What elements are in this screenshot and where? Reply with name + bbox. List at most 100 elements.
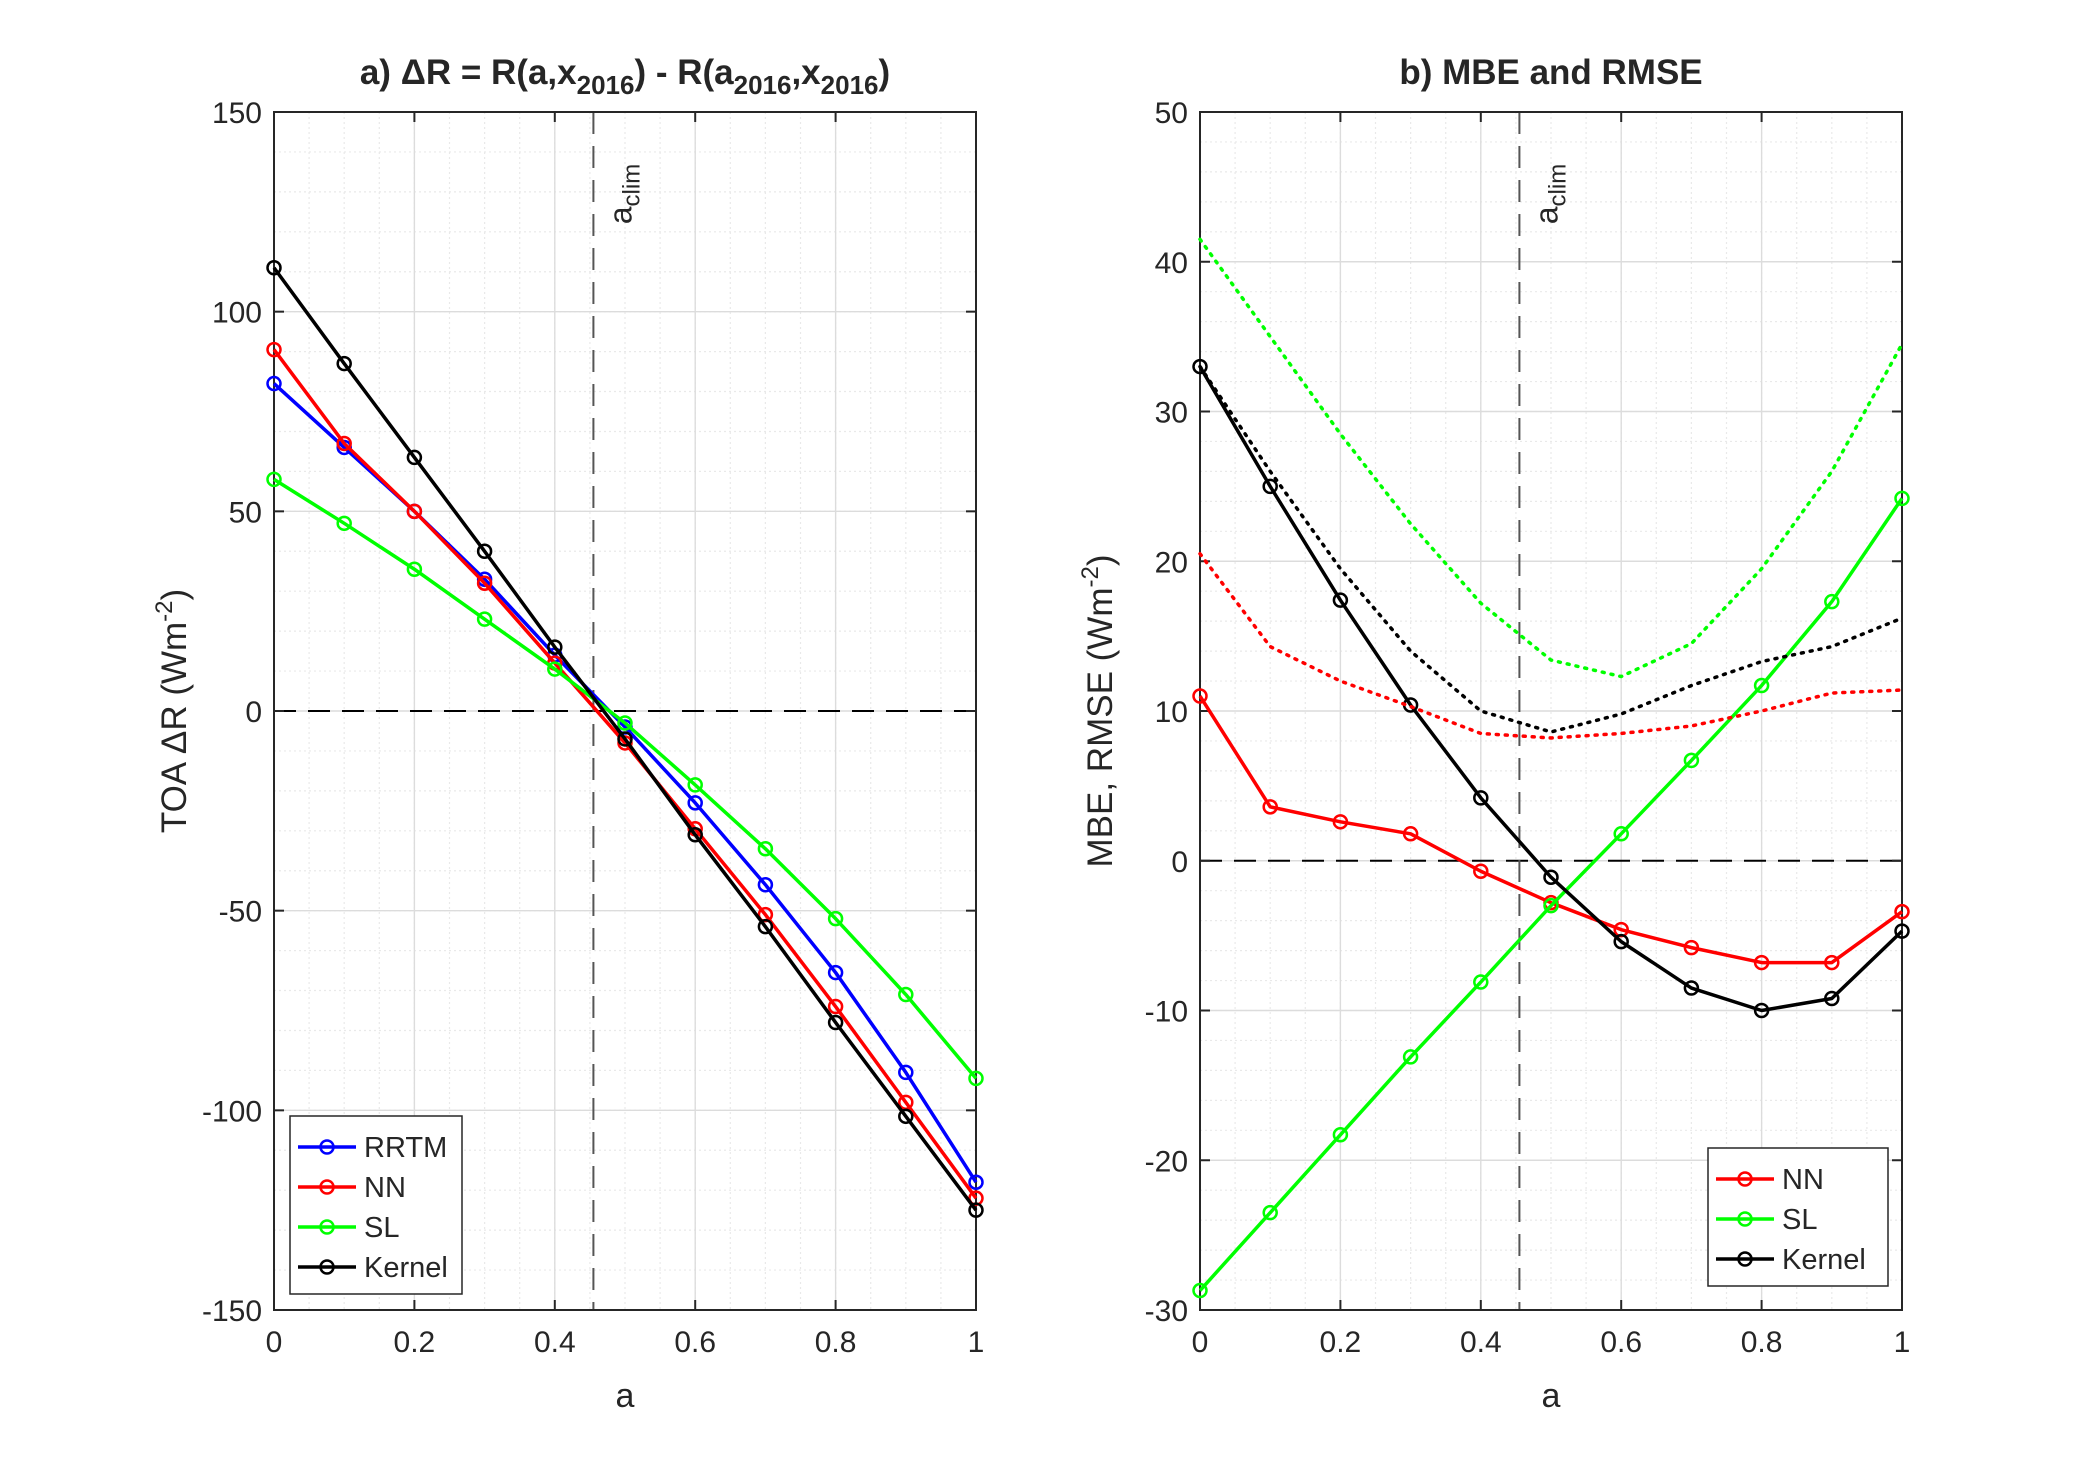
- chart0-point-kernel: [827, 1014, 844, 1031]
- chart1-ytick-label: 0: [1171, 846, 1188, 879]
- chart0-ylabel: TOA ΔR (Wm-2): [151, 589, 194, 833]
- chart0-title-part: ,x: [791, 53, 821, 92]
- chart1-point-sl: [1402, 1049, 1419, 1065]
- chart1-point-kernel: [1613, 933, 1629, 950]
- chart1-series-line-dotted-3: [1198, 552, 1904, 740]
- chart1-point-sl: [1753, 677, 1770, 694]
- chart1-legend-label-nn: NN: [1782, 1164, 1824, 1196]
- chart1-title: b) MBE and RMSE: [1399, 53, 1702, 92]
- chart0-aclim-label: aclim: [602, 164, 645, 224]
- chart0-ylabel-sup: -2: [151, 600, 178, 621]
- chart0-title-part: a): [360, 53, 401, 92]
- chart1-point-nn: [1894, 903, 1910, 920]
- chart1-grid: [1199, 111, 1903, 1311]
- chart1-point-sl: [1683, 752, 1700, 769]
- chart1-point-nn: [1402, 826, 1419, 842]
- chart0-point-kernel: [406, 449, 423, 466]
- chart1-legend-marker-nn: [1737, 1171, 1753, 1187]
- chart0-point-sl: [406, 561, 423, 577]
- chart1-ylabel-main: MBE, RMSE (Wm: [1081, 588, 1120, 868]
- chart0-xtick-label: 0.6: [674, 1326, 716, 1359]
- chart1-point-kernel: [1262, 478, 1278, 495]
- chart1-xtick-label: 0.6: [1600, 1326, 1642, 1359]
- chart1-legend-marker-kernel: [1737, 1251, 1753, 1267]
- chart0-point-kernel: [266, 259, 282, 276]
- chart0-legend-marker-rrtm: [319, 1139, 335, 1155]
- chart1-point-nn: [1192, 688, 1208, 704]
- chart0-point-nn: [406, 503, 423, 520]
- chart0-series-line-sl: [273, 477, 978, 1080]
- chart1-series-line-dotted-4: [1198, 237, 1904, 679]
- chart1-point-sl: [1613, 826, 1629, 842]
- chart0-aclim-label-main: a: [602, 206, 638, 224]
- chart0-legend: RRTM NN SL Kernel: [289, 1115, 463, 1295]
- chart1-point-nn: [1753, 954, 1770, 971]
- chart0-point-rrtm: [968, 1174, 984, 1190]
- chart0-point-nn: [266, 341, 282, 358]
- chart0-point-kernel: [336, 355, 352, 372]
- chart1-xtick-label: 0.2: [1320, 1326, 1362, 1359]
- chart0-ylabel-main: TOA ΔR (Wm: [155, 622, 194, 833]
- chart1-ytick-label: -20: [1145, 1145, 1188, 1178]
- chart1-point-sl: [1824, 593, 1840, 610]
- chart0-point-sl: [827, 910, 844, 927]
- chart0-ytick-label: -50: [219, 896, 262, 929]
- chart0-ytick-label: -150: [202, 1295, 262, 1328]
- chart0-legend-label-rrtm: RRTM: [364, 1132, 447, 1164]
- chart1-point-kernel: [1683, 980, 1700, 996]
- chart0-xtick-label: 0.2: [394, 1326, 436, 1359]
- chart1-series-line-dotted-5: [1198, 364, 1904, 734]
- chart0-series-line-kernel: [272, 266, 978, 1212]
- chart1-ytick-label: -30: [1145, 1295, 1188, 1328]
- chart1-ytick-label: 40: [1155, 247, 1188, 280]
- chart1-point-kernel: [1894, 923, 1910, 939]
- chart0-point-kernel: [757, 918, 774, 935]
- chart0-ytick-label: -100: [202, 1095, 262, 1128]
- chart1-xtick-label: 0.8: [1741, 1326, 1783, 1359]
- chart0-point-kernel: [476, 543, 493, 560]
- chart1-series-group: [1192, 237, 1910, 1299]
- chart1-aclim-label-main: a: [1528, 206, 1564, 224]
- chart0-title-part: ) - R(a: [634, 53, 734, 92]
- chart1-point-nn: [1683, 939, 1700, 956]
- chart1-xtick-label: 0.4: [1460, 1326, 1502, 1359]
- chart0-point-nn: [336, 435, 352, 452]
- chart0-point-kernel: [617, 731, 633, 747]
- chart0-xtick-label: 0.8: [815, 1326, 857, 1359]
- chart1-point-nn: [1262, 799, 1278, 815]
- chart1-legend-marker-sl: [1737, 1211, 1753, 1227]
- chart0-legend-marker-kernel: [319, 1259, 335, 1275]
- chart0-ytick-label: 150: [212, 97, 262, 130]
- chart1-point-nn: [1473, 863, 1489, 879]
- chart0-point-rrtm: [827, 964, 844, 981]
- chart0-point-sl: [617, 715, 633, 731]
- chart0-legend-label-nn: NN: [364, 1172, 406, 1204]
- chart0-point-sl: [757, 841, 774, 857]
- chart1-xtick-label: 0: [1192, 1326, 1209, 1359]
- chart0-legend-label-kernel: Kernel: [364, 1252, 448, 1284]
- chart0-ytick-label: 50: [229, 496, 262, 529]
- chart1-point-sl: [1543, 897, 1559, 914]
- chart0-ytick-label: 100: [212, 297, 262, 330]
- chart1-point-sl: [1473, 974, 1489, 990]
- chart1-aclim-label: aclim: [1528, 164, 1571, 224]
- chart1-point-sl: [1192, 1282, 1208, 1299]
- chart0-point-rrtm: [898, 1064, 914, 1081]
- chart0-point-rrtm: [687, 795, 703, 811]
- chart1-legend: NN SL Kernel: [1707, 1147, 1889, 1287]
- chart0-ylabel-close: ): [155, 589, 194, 601]
- chart0-legend-label-sl: SL: [364, 1212, 399, 1244]
- chart1-point-sl: [1262, 1204, 1278, 1221]
- chart1-aclim-label-sub: clim: [1544, 164, 1571, 207]
- chart0-point-sl: [687, 777, 703, 793]
- chart1-xtick-label: 1: [1894, 1326, 1911, 1359]
- chart0-legend-marker-sl: [319, 1219, 335, 1235]
- chart0-point-nn: [476, 575, 493, 591]
- chart1-ytick-label: -10: [1145, 996, 1188, 1029]
- chart0-aclim-label-sub: clim: [618, 164, 645, 207]
- chart1-xlabel: a: [1542, 1377, 1561, 1415]
- chart1-ylabel-close: ): [1081, 555, 1120, 567]
